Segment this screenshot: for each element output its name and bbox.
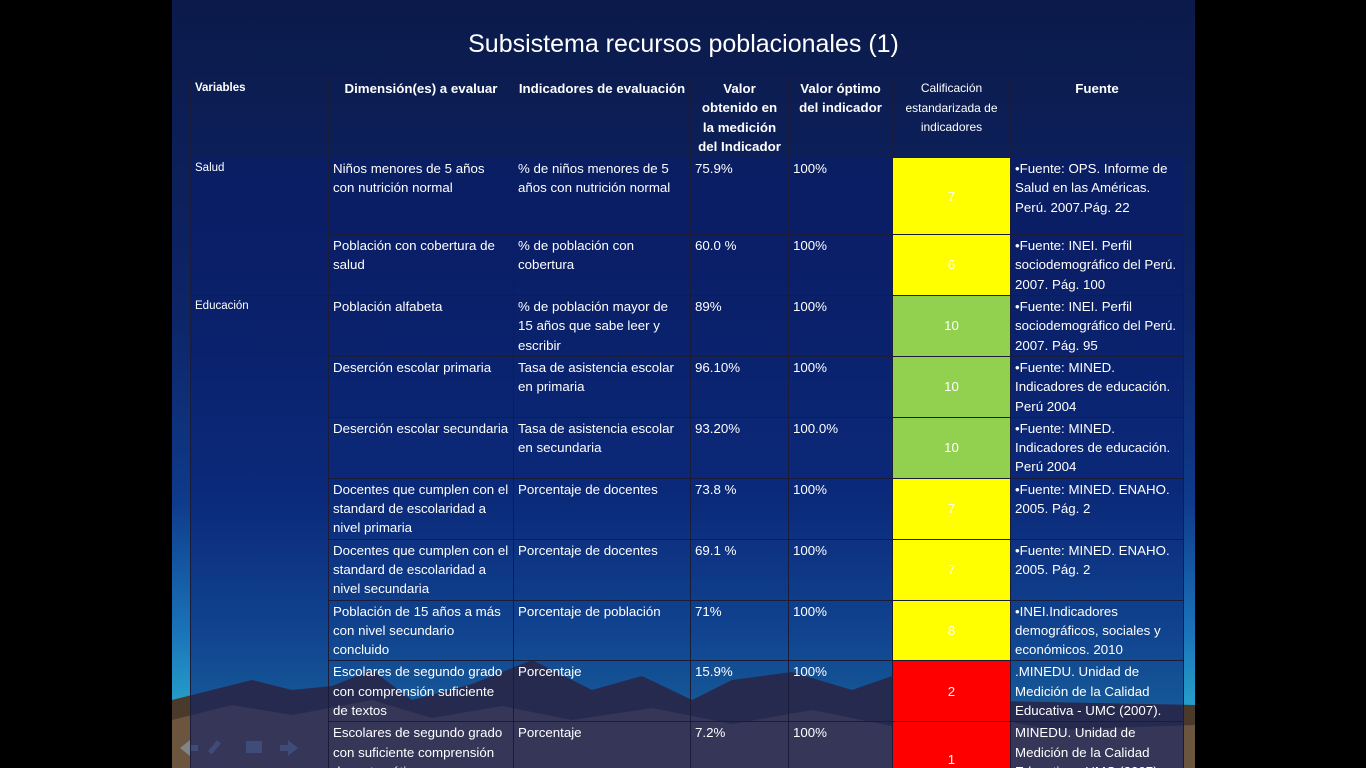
table-cell: •Fuente: OPS. Informe de Salud en las Am…: [1010, 157, 1184, 236]
table-cell: Tasa de asistencia escolar en secundaria: [513, 416, 691, 479]
table-cell: Población alfabeta: [328, 295, 514, 357]
table-cell: 15.9%: [690, 660, 789, 723]
table-cell: 7.2%: [690, 721, 789, 768]
table-cell: Docentes que cumplen con el standard de …: [328, 477, 514, 540]
slide-title: Subsistema recursos poblacionales (1): [468, 30, 899, 58]
table-cell: 100%: [788, 660, 893, 723]
score-cell: 7: [892, 477, 1011, 540]
table-cell: Porcentaje de población: [513, 599, 691, 662]
table-cell: 93.20%: [690, 416, 789, 479]
table-cell: 100%: [788, 599, 893, 662]
slide: Subsistema recursos poblacionales (1) Va…: [172, 0, 1195, 768]
table-cell: % de población mayor de 15 años que sabe…: [513, 295, 691, 357]
table-row: Escolares de segundo grado con comprensi…: [191, 660, 1184, 723]
table-cell: •Fuente: MINED. Indicadores de educación…: [1010, 416, 1184, 479]
table-cell: •INEI.Indicadores demográficos, sociales…: [1010, 599, 1184, 662]
variable-cell: Salud: [190, 157, 329, 297]
table-cell: 100%: [788, 355, 893, 418]
header-cell: Variables: [190, 76, 329, 159]
header-cell: Fuente: [1010, 76, 1184, 159]
data-table: Variables Dimensión(es) a evaluar Indicado…: [190, 76, 1184, 768]
header-row: Variables Dimensión(es) a evaluar Indicado…: [190, 76, 1184, 159]
table-cell: 75.9%: [690, 157, 789, 236]
table-cell: •Fuente: INEI. Perfil sociodemográfico d…: [1010, 295, 1184, 357]
table-cell: 100%: [788, 477, 893, 540]
header-cell: Dimensión(es) a evaluar: [328, 76, 514, 159]
header-cell: Valor óptimo del indicador: [788, 76, 893, 159]
table-cell: 100%: [788, 295, 893, 357]
table-cell: Deserción escolar secundaria: [328, 416, 514, 479]
table-cell: •Fuente: MINED. ENAHO. 2005. Pág. 2: [1010, 477, 1184, 540]
table-cell: Porcentaje de docentes: [513, 538, 691, 601]
header-cell: Valor obtenido en la medición del Indica…: [690, 76, 789, 159]
score-cell: 10: [892, 295, 1011, 357]
table-cell: Porcentaje: [513, 721, 691, 768]
table-cell: 89%: [690, 295, 789, 357]
table-row: Docentes que cumplen con el standard de …: [191, 538, 1184, 601]
table-row: Escolares de segundo grado con suficient…: [191, 721, 1184, 768]
table-cell: •Fuente: INEI. Perfil sociodemográfico d…: [1010, 234, 1184, 297]
table-cell: Porcentaje de docentes: [513, 477, 691, 540]
table-cell: •Fuente: MINED. ENAHO. 2005. Pág. 2: [1010, 538, 1184, 601]
table-cell: Escolares de segundo grado con comprensi…: [328, 660, 514, 723]
table-cell: % de niños menores de 5 años con nutrici…: [513, 157, 691, 236]
table-row: Deserción escolar primaria Tasa de asiste…: [191, 355, 1184, 418]
score-cell: 8: [892, 599, 1011, 662]
table-cell: 100%: [788, 538, 893, 601]
score-cell: 2: [892, 660, 1011, 723]
table-row: Deserción escolar secundaria Tasa de asis…: [191, 416, 1184, 479]
table-cell: 60.0 %: [690, 234, 789, 297]
table-cell: Población de 15 años a más con nivel sec…: [328, 599, 514, 662]
table-cell: Docentes que cumplen con el standard de …: [328, 538, 514, 601]
score-cell: 7: [892, 157, 1011, 236]
score-cell: 7: [892, 538, 1011, 601]
table-row: Salud Niños menores de 5 años con nutrici…: [190, 157, 1184, 297]
table-cell: 100%: [788, 234, 893, 297]
table-cell: Deserción escolar primaria: [328, 355, 514, 418]
table-cell: Niños menores de 5 años con nutrición no…: [328, 157, 514, 236]
table-cell: 71%: [690, 599, 789, 662]
score-cell: 10: [892, 416, 1011, 479]
variable-cell: Educación: [190, 295, 329, 768]
score-cell: 6: [892, 234, 1011, 297]
table-cell: 100%: [788, 721, 893, 768]
table-cell: Población con cobertura de salud: [328, 234, 514, 297]
table-cell: MINEDU. Unidad de Medición de la Calidad…: [1010, 721, 1184, 768]
table-row: Población con cobertura de salud% de pob…: [191, 234, 1184, 297]
table-cell: .MINEDU. Unidad de Medición de la Calida…: [1010, 660, 1184, 723]
table-cell: 73.8 %: [690, 477, 789, 540]
table-row: Población de 15 años a más con nivel sec…: [191, 599, 1184, 662]
table-cell: •Fuente: MINED. Indicadores de educación…: [1010, 355, 1184, 418]
header-cell: Calificación estandarizada de indicadore…: [892, 76, 1011, 159]
table-cell: Escolares de segundo grado con suficient…: [328, 721, 514, 768]
table-cell: 69.1 %: [690, 538, 789, 601]
table-cell: 96.10%: [690, 355, 789, 418]
table-row: Docentes que cumplen con el standard de …: [191, 477, 1184, 540]
score-cell: 10: [892, 355, 1011, 418]
table-cell: Tasa de asistencia escolar en primaria: [513, 355, 691, 418]
table-cell: % de población con cobertura: [513, 234, 691, 297]
score-cell: 1: [892, 721, 1011, 768]
table-cell: 100.0%: [788, 416, 893, 479]
table-cell: Porcentaje: [513, 660, 691, 723]
table-cell: 100%: [788, 157, 893, 236]
header-cell: Indicadores de evaluación: [513, 76, 691, 159]
table-row: Educación Población alfabeta% de població…: [190, 295, 1184, 768]
